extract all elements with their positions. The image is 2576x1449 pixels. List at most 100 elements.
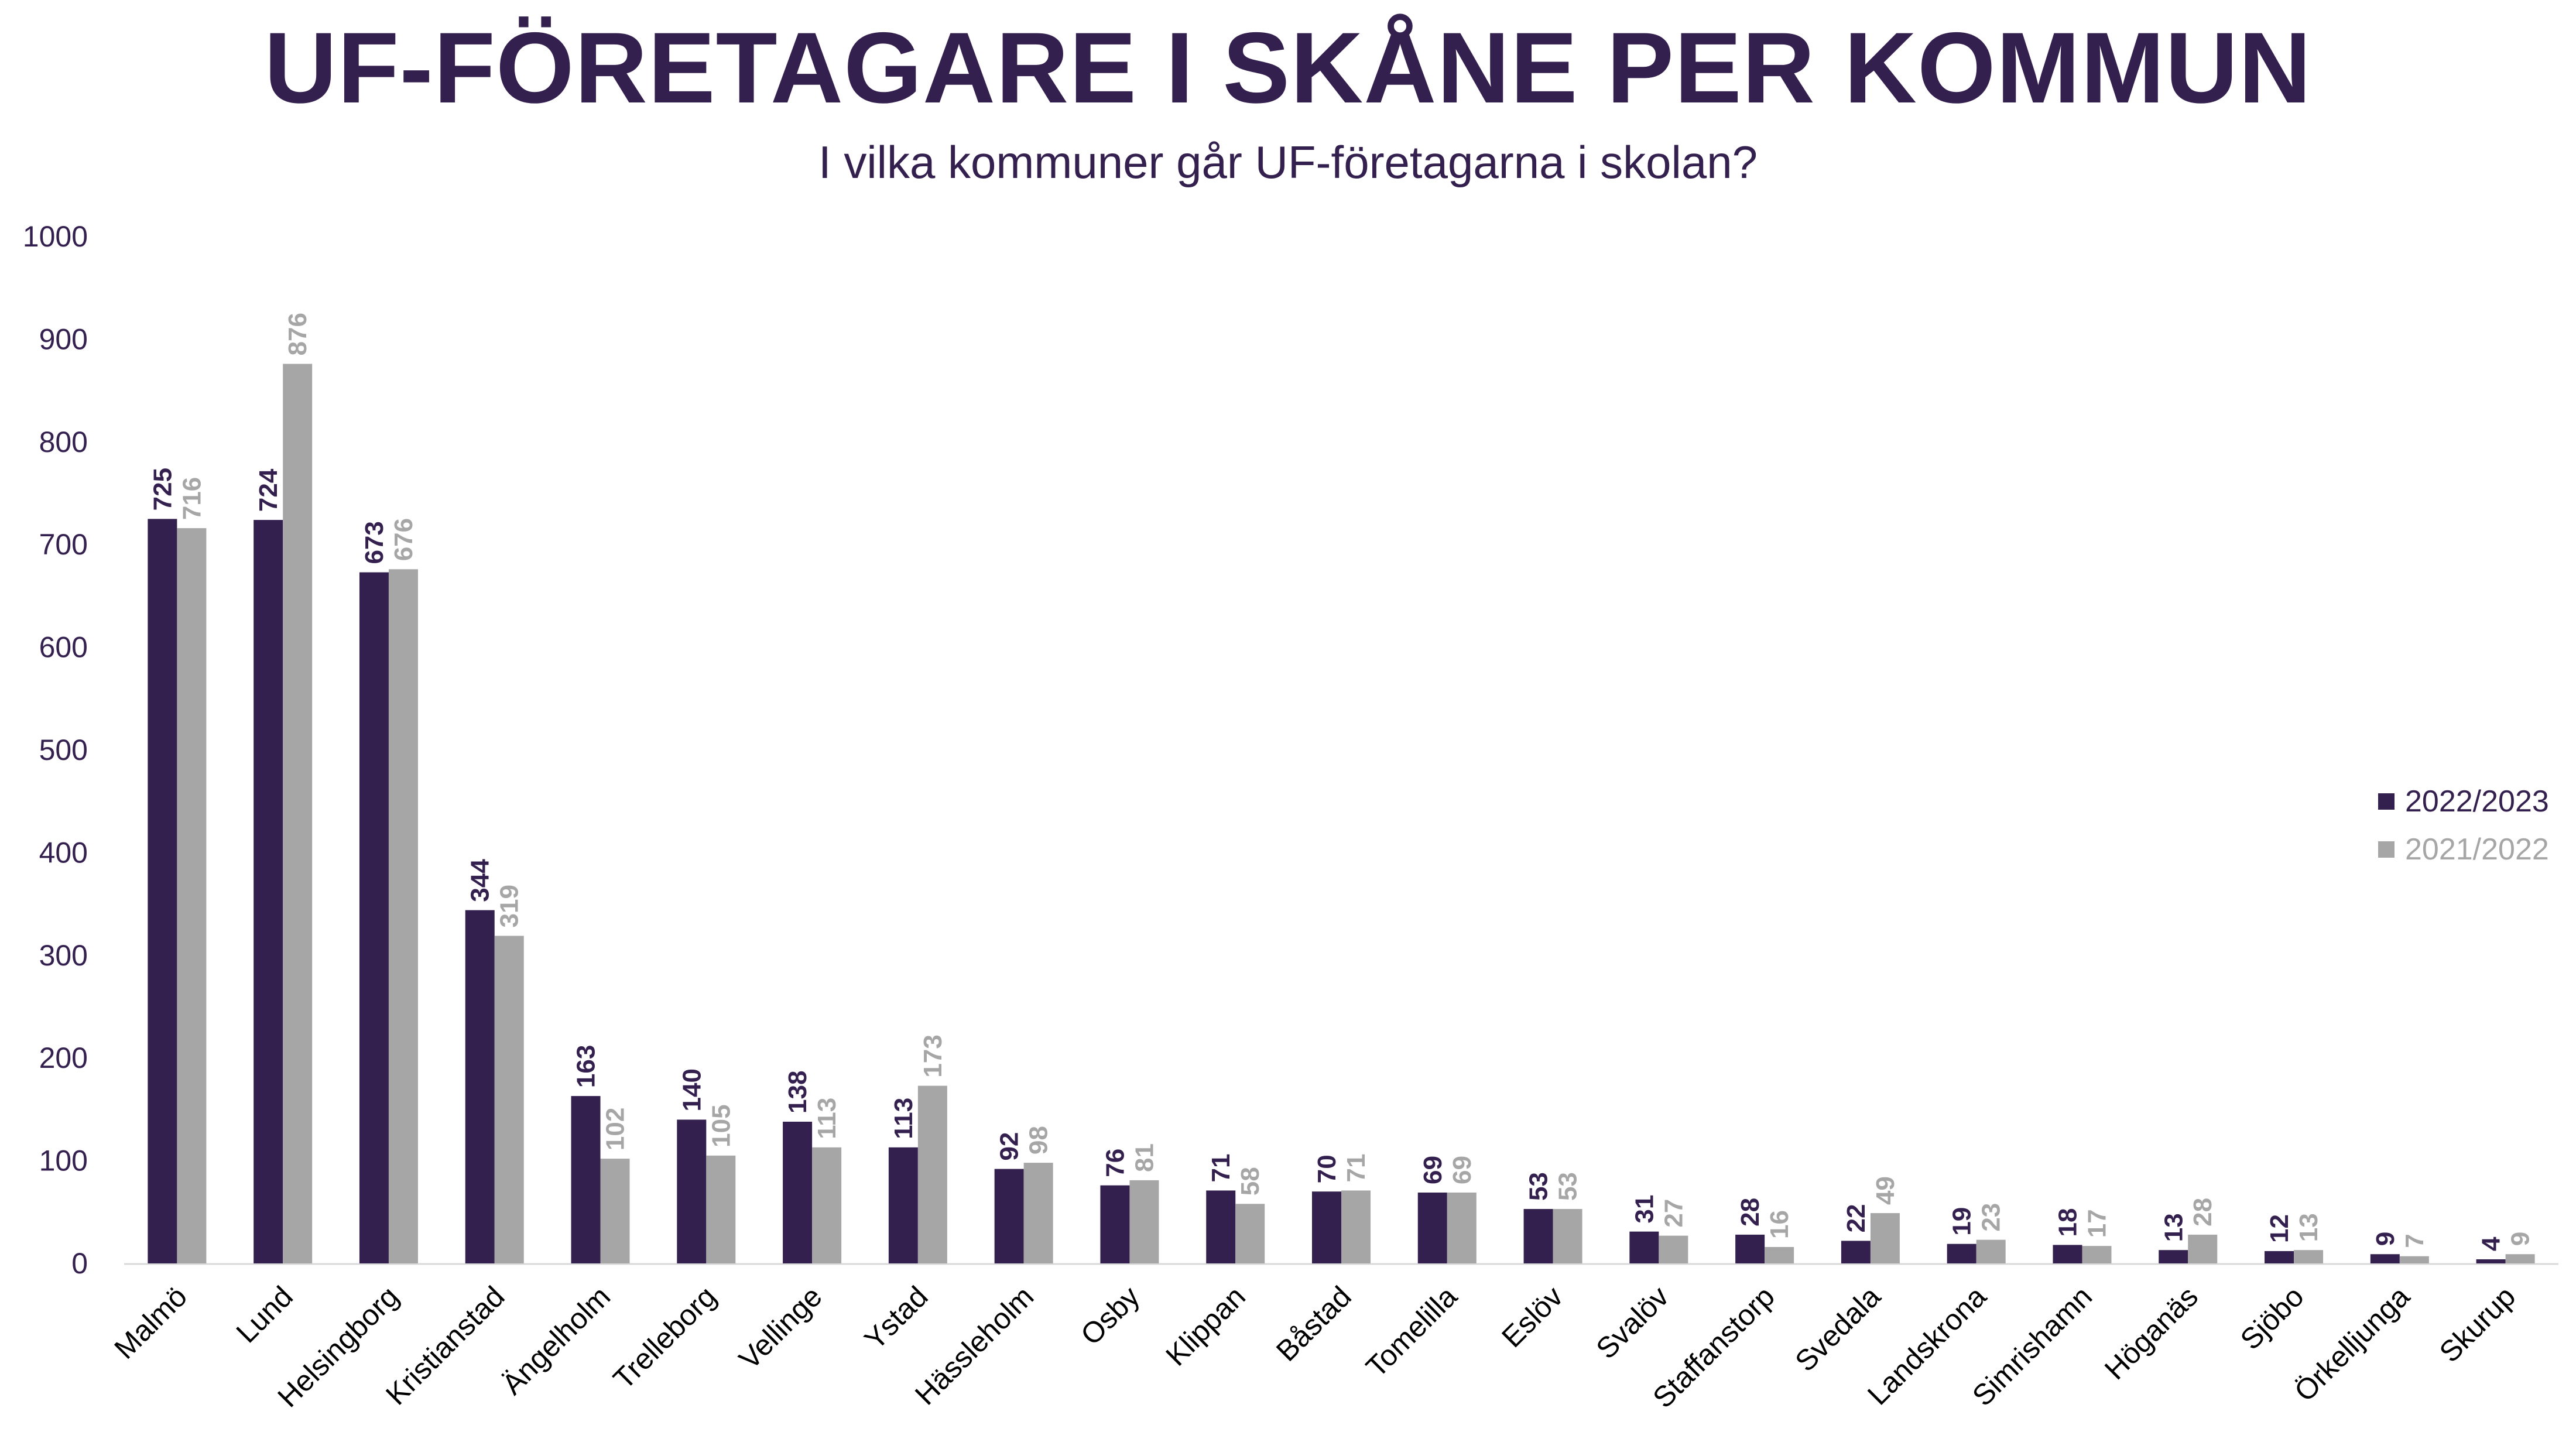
value-label-a-0: 725 bbox=[148, 468, 177, 511]
bar-b-15 bbox=[1765, 1246, 1794, 1263]
legend-item-2022-2023: 2022/2023 bbox=[2378, 780, 2549, 823]
category-labels: Malmö LundHelsingborgKristianstadÄngelhol… bbox=[108, 1280, 2522, 1414]
bar-a-15 bbox=[1735, 1234, 1765, 1263]
value-label-a-11: 70 bbox=[1313, 1155, 1341, 1183]
value-label-b-4: 102 bbox=[601, 1108, 630, 1150]
value-label-b-21: 7 bbox=[2400, 1234, 2429, 1248]
bar-a-8 bbox=[994, 1169, 1024, 1263]
category-label-20: Sjöbo bbox=[2234, 1280, 2310, 1356]
category-label-11: Båstad bbox=[1270, 1280, 1358, 1368]
category-label-12: Tomelilla bbox=[1359, 1280, 1463, 1383]
value-label-b-6: 113 bbox=[813, 1098, 841, 1139]
bar-b-12 bbox=[1447, 1192, 1477, 1263]
chart-subtitle: I vilka kommuner går UF-företagarna i sk… bbox=[818, 136, 1758, 188]
y-tick-label-1: 100 bbox=[39, 1145, 88, 1177]
bar-b-10 bbox=[1235, 1204, 1265, 1263]
category-label-0: Malmö bbox=[108, 1280, 193, 1365]
value-label-b-19: 28 bbox=[2188, 1198, 2217, 1227]
bar-a-7 bbox=[888, 1147, 918, 1263]
category-label-16: Svedala bbox=[1789, 1280, 1887, 1378]
bar-a-4 bbox=[571, 1096, 601, 1263]
value-label-b-15: 16 bbox=[1765, 1210, 1794, 1239]
category-label-9: Osby bbox=[1074, 1280, 1146, 1351]
bar-a-13 bbox=[1523, 1209, 1553, 1263]
y-tick-label-2: 200 bbox=[39, 1042, 88, 1074]
value-label-b-9: 81 bbox=[1130, 1143, 1159, 1172]
value-label-b-22: 9 bbox=[2506, 1232, 2535, 1246]
bar-b-20 bbox=[2294, 1250, 2324, 1263]
value-label-a-8: 92 bbox=[995, 1132, 1024, 1161]
bar-b-16 bbox=[1870, 1213, 1900, 1263]
bar-a-12 bbox=[1417, 1192, 1447, 1263]
value-label-b-3: 319 bbox=[495, 885, 524, 927]
y-tick-label-3: 300 bbox=[39, 939, 88, 972]
value-label-a-14: 31 bbox=[1630, 1195, 1659, 1224]
category-label-5: Trelleborg bbox=[607, 1280, 722, 1395]
bar-a-22 bbox=[2476, 1259, 2506, 1263]
legend-item-2021-2022: 2021/2022 bbox=[2378, 828, 2549, 871]
bar-b-18 bbox=[2082, 1246, 2112, 1263]
value-label-a-1: 724 bbox=[254, 468, 283, 512]
value-label-b-8: 98 bbox=[1025, 1126, 1053, 1155]
value-label-b-0: 716 bbox=[177, 477, 206, 520]
bar-a-18 bbox=[2053, 1245, 2082, 1263]
category-label-4: Ängelholm bbox=[496, 1280, 617, 1401]
value-label-a-5: 140 bbox=[677, 1068, 706, 1111]
value-label-b-10: 58 bbox=[1236, 1167, 1265, 1195]
bar-a-2 bbox=[359, 572, 389, 1263]
y-tick-label-4: 400 bbox=[39, 836, 88, 869]
bars bbox=[148, 364, 2535, 1263]
category-label-10: Klippan bbox=[1159, 1280, 1252, 1372]
value-label-a-7: 113 bbox=[889, 1098, 918, 1139]
value-label-b-14: 27 bbox=[1659, 1199, 1688, 1228]
value-label-a-22: 4 bbox=[2477, 1236, 2506, 1251]
bar-b-1 bbox=[283, 364, 313, 1263]
y-axis: 0 100 200 300 400 500 600 700 800 900 1000 bbox=[23, 220, 88, 1280]
value-label-b-12: 69 bbox=[1448, 1156, 1477, 1184]
value-label-b-5: 105 bbox=[707, 1104, 735, 1147]
value-label-a-13: 53 bbox=[1525, 1172, 1553, 1201]
bar-a-14 bbox=[1629, 1231, 1659, 1263]
value-label-a-18: 18 bbox=[2053, 1208, 2082, 1236]
y-tick-label-0: 0 bbox=[71, 1247, 88, 1280]
bar-b-11 bbox=[1341, 1190, 1371, 1263]
bar-a-3 bbox=[465, 910, 495, 1263]
value-label-a-2: 673 bbox=[360, 521, 389, 564]
value-label-a-21: 9 bbox=[2371, 1232, 2400, 1246]
bar-b-19 bbox=[2188, 1234, 2218, 1263]
value-label-b-13: 53 bbox=[1554, 1172, 1582, 1201]
value-label-a-10: 71 bbox=[1207, 1154, 1235, 1183]
chart-title: UF-FÖRETAGARE I SKÅNE PER KOMMUN bbox=[264, 12, 2312, 124]
value-label-b-17: 23 bbox=[1977, 1203, 2006, 1232]
category-label-19: Höganäs bbox=[2098, 1280, 2204, 1386]
value-label-a-15: 28 bbox=[1736, 1198, 1765, 1227]
bar-b-0 bbox=[177, 528, 207, 1263]
y-tick-label-7: 700 bbox=[39, 528, 88, 561]
bar-b-13 bbox=[1553, 1209, 1582, 1263]
bar-a-0 bbox=[148, 519, 177, 1263]
value-label-a-19: 13 bbox=[2159, 1213, 2188, 1242]
value-label-a-12: 69 bbox=[1419, 1156, 1447, 1184]
bar-a-21 bbox=[2370, 1254, 2400, 1263]
value-label-a-4: 163 bbox=[572, 1045, 601, 1088]
value-label-b-11: 71 bbox=[1342, 1154, 1371, 1183]
value-label-a-16: 22 bbox=[1842, 1204, 1871, 1232]
legend-label-2021-2022: 2021/2022 bbox=[2405, 833, 2549, 866]
value-label-b-1: 876 bbox=[283, 313, 312, 355]
bar-b-22 bbox=[2505, 1254, 2535, 1263]
bar-b-2 bbox=[388, 569, 418, 1263]
category-label-7: Ystad bbox=[858, 1280, 934, 1356]
value-label-b-16: 49 bbox=[1871, 1176, 1900, 1205]
category-label-22: Skurup bbox=[2433, 1280, 2522, 1369]
y-tick-label-5: 500 bbox=[39, 734, 88, 766]
value-label-b-18: 17 bbox=[2082, 1209, 2111, 1238]
bar-a-9 bbox=[1100, 1185, 1130, 1263]
category-label-21: Örkelljunga bbox=[2288, 1280, 2416, 1408]
bar-b-21 bbox=[2399, 1256, 2429, 1263]
value-label-a-20: 12 bbox=[2265, 1214, 2294, 1243]
bar-b-14 bbox=[1659, 1235, 1688, 1263]
legend-swatch-2022-2023 bbox=[2378, 793, 2395, 810]
value-label-a-6: 138 bbox=[783, 1071, 812, 1114]
